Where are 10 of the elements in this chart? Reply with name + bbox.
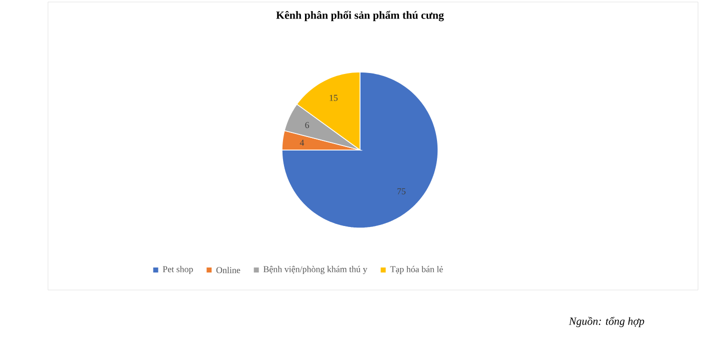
data-label: 75 — [397, 188, 406, 194]
data-label: 15 — [330, 94, 338, 101]
legend-label: Tạp hóa bán lẻ — [390, 266, 443, 274]
legend-label: Online — [216, 266, 240, 274]
legend-label: Bệnh viện/phòng khám thú y — [263, 266, 368, 274]
data-label: 4 — [300, 140, 304, 146]
data-label: 6 — [305, 122, 310, 128]
legend-label: Pet shop — [162, 266, 193, 274]
chart-title: Kênh phân phối sản phẩm thú cưng — [276, 10, 444, 22]
text: Nguồn: tổng hợp — [568, 316, 644, 328]
